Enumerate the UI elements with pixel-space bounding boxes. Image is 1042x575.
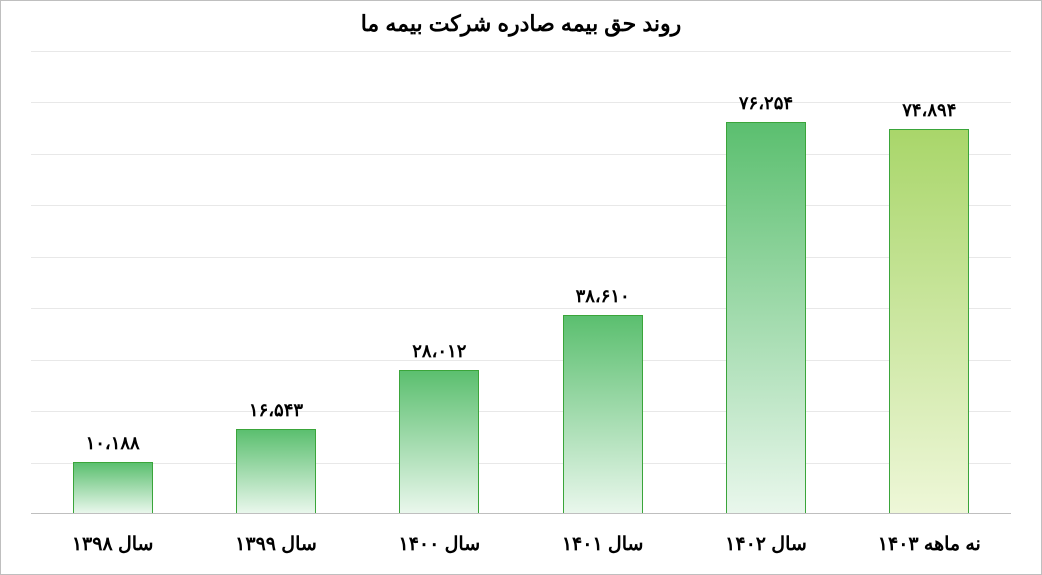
- bar-slot: ۱۶،۵۴۳: [194, 51, 357, 514]
- bar: [889, 129, 969, 514]
- bar-value-label: ۳۸،۶۱۰: [576, 286, 630, 307]
- x-axis-label: سال ۱۳۹۸: [31, 533, 194, 556]
- bar-value-label: ۷۶،۲۵۴: [739, 93, 793, 114]
- bar-value-label: ۱۰،۱۸۸: [86, 433, 140, 454]
- x-axis-label: سال ۱۴۰۰: [358, 533, 521, 556]
- bar-value-label: ۷۴،۸۹۴: [902, 100, 956, 121]
- plot-area: ۱۰،۱۸۸ ۱۶،۵۴۳ ۲۸،۰۱۲ ۳۸،۶۱۰ ۷۶،۲۵۴ ۷۴،۸۹۴: [31, 51, 1011, 514]
- bar-slot: ۷۴،۸۹۴: [848, 51, 1011, 514]
- bar-slot: ۷۶،۲۵۴: [684, 51, 847, 514]
- bar: [399, 370, 479, 514]
- bar: [236, 429, 316, 514]
- bar-value-label: ۱۶،۵۴۳: [249, 400, 303, 421]
- bar-value-label: ۲۸،۰۱۲: [412, 341, 466, 362]
- x-axis-label: سال ۱۴۰۱: [521, 533, 684, 556]
- bar: [726, 122, 806, 514]
- x-axis-label: نه ماهه ۱۴۰۳: [848, 533, 1011, 556]
- premium-trend-chart: روند حق بیمه صادره شرکت بیمه ما ۱۰،۱۸۸ ۱۶…: [0, 0, 1042, 575]
- bar-slot: ۳۸،۶۱۰: [521, 51, 684, 514]
- x-axis-label: سال ۱۴۰۲: [684, 533, 847, 556]
- bar-slot: ۱۰،۱۸۸: [31, 51, 194, 514]
- bars-row: ۱۰،۱۸۸ ۱۶،۵۴۳ ۲۸،۰۱۲ ۳۸،۶۱۰ ۷۶،۲۵۴ ۷۴،۸۹۴: [31, 51, 1011, 514]
- bar-slot: ۲۸،۰۱۲: [358, 51, 521, 514]
- bar: [73, 462, 153, 514]
- bar: [563, 315, 643, 514]
- x-axis-labels: سال ۱۳۹۸سال ۱۳۹۹سال ۱۴۰۰سال ۱۴۰۱سال ۱۴۰۲…: [31, 514, 1011, 574]
- chart-title: روند حق بیمه صادره شرکت بیمه ما: [1, 1, 1041, 37]
- x-axis-label: سال ۱۳۹۹: [194, 533, 357, 556]
